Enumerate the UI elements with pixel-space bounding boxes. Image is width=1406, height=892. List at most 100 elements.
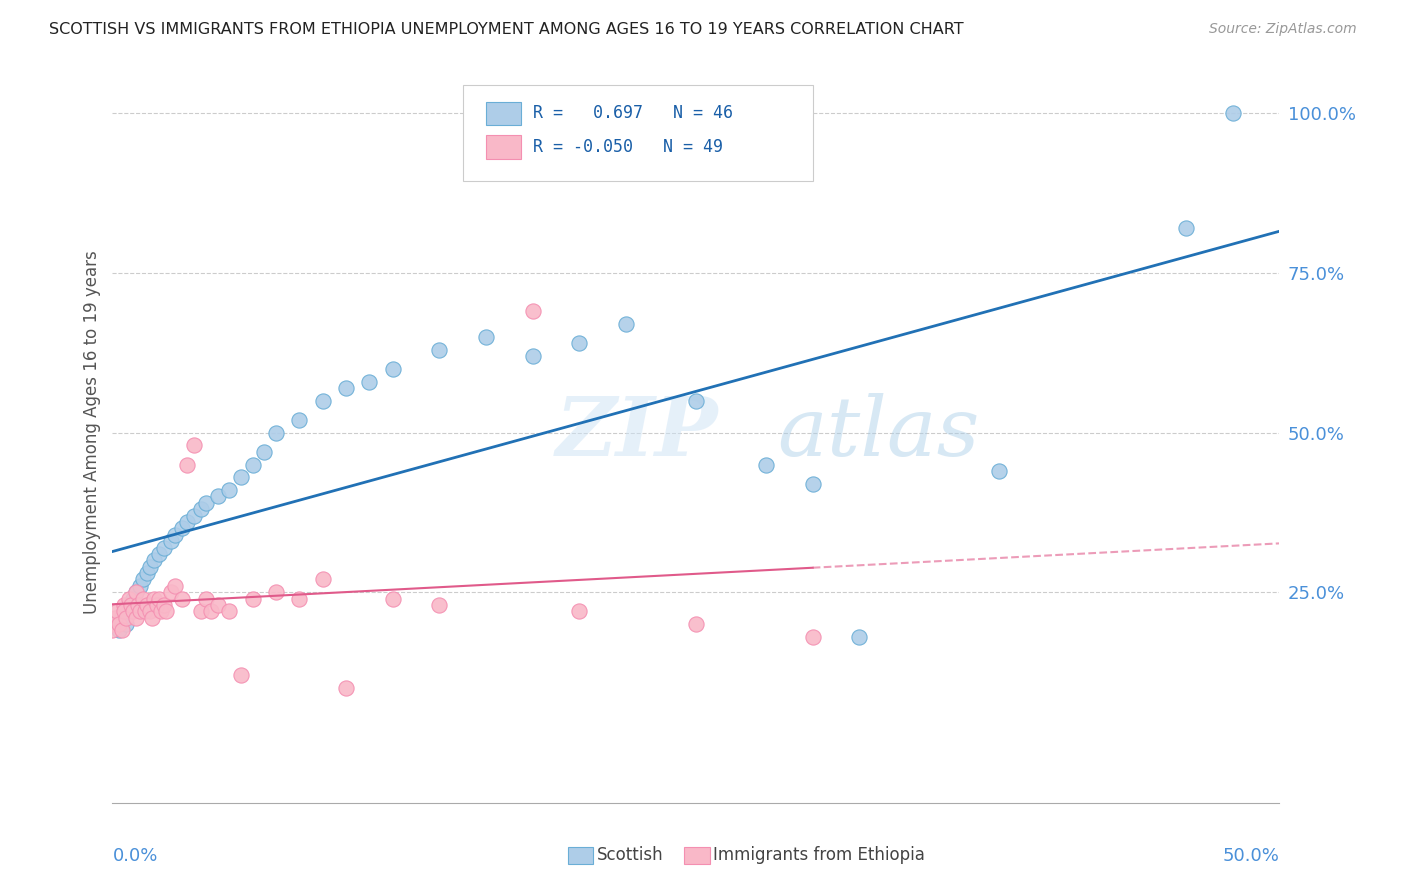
Text: SCOTTISH VS IMMIGRANTS FROM ETHIOPIA UNEMPLOYMENT AMONG AGES 16 TO 19 YEARS CORR: SCOTTISH VS IMMIGRANTS FROM ETHIOPIA UNE… bbox=[49, 22, 965, 37]
Point bbox=[132, 591, 155, 606]
Point bbox=[988, 464, 1011, 478]
Point bbox=[522, 304, 544, 318]
Point bbox=[112, 598, 135, 612]
Point bbox=[1175, 221, 1198, 235]
Point bbox=[311, 393, 333, 408]
Point bbox=[155, 604, 177, 618]
Point bbox=[148, 547, 170, 561]
Text: R = -0.050   N = 49: R = -0.050 N = 49 bbox=[533, 138, 723, 156]
Point bbox=[105, 604, 128, 618]
Point bbox=[242, 591, 264, 606]
Point bbox=[207, 598, 229, 612]
Point bbox=[207, 490, 229, 504]
Point bbox=[427, 598, 450, 612]
Point bbox=[218, 483, 240, 497]
Bar bbox=[685, 847, 710, 863]
FancyBboxPatch shape bbox=[463, 85, 813, 181]
Point bbox=[153, 541, 176, 555]
Text: Immigrants from Ethiopia: Immigrants from Ethiopia bbox=[713, 847, 925, 864]
Point bbox=[190, 502, 212, 516]
Point bbox=[129, 604, 152, 618]
Point bbox=[264, 585, 287, 599]
Point bbox=[335, 681, 357, 695]
Text: 0.0%: 0.0% bbox=[112, 847, 157, 865]
Point bbox=[139, 559, 162, 574]
Point bbox=[475, 330, 498, 344]
Point bbox=[183, 508, 205, 523]
Point bbox=[288, 591, 311, 606]
Text: atlas: atlas bbox=[778, 392, 980, 473]
Point bbox=[122, 604, 145, 618]
Text: Scottish: Scottish bbox=[596, 847, 664, 864]
Point bbox=[105, 617, 128, 632]
Point bbox=[120, 604, 142, 618]
Point bbox=[801, 630, 824, 644]
Point bbox=[165, 579, 187, 593]
Point bbox=[755, 458, 778, 472]
Point bbox=[242, 458, 264, 472]
Point bbox=[143, 591, 166, 606]
Point bbox=[311, 573, 333, 587]
Bar bbox=[568, 847, 593, 863]
Point bbox=[160, 534, 183, 549]
Point bbox=[139, 604, 162, 618]
Point bbox=[111, 624, 134, 638]
Text: Source: ZipAtlas.com: Source: ZipAtlas.com bbox=[1209, 22, 1357, 37]
Point bbox=[685, 617, 707, 632]
Text: 50.0%: 50.0% bbox=[1223, 847, 1279, 865]
Point bbox=[115, 611, 138, 625]
Point bbox=[194, 591, 217, 606]
Text: R =   0.697   N = 46: R = 0.697 N = 46 bbox=[533, 103, 733, 122]
Point bbox=[381, 591, 404, 606]
Point bbox=[801, 476, 824, 491]
Point bbox=[108, 617, 131, 632]
Point bbox=[108, 624, 131, 638]
Point bbox=[132, 573, 155, 587]
Point bbox=[335, 381, 357, 395]
Y-axis label: Unemployment Among Ages 16 to 19 years: Unemployment Among Ages 16 to 19 years bbox=[83, 251, 101, 615]
Point bbox=[427, 343, 450, 357]
Point bbox=[153, 598, 176, 612]
Point bbox=[112, 604, 135, 618]
Point bbox=[125, 611, 148, 625]
Point bbox=[118, 598, 141, 612]
Point bbox=[104, 611, 127, 625]
Point bbox=[522, 349, 544, 363]
Point bbox=[136, 566, 159, 580]
Point bbox=[118, 591, 141, 606]
Point bbox=[172, 521, 194, 535]
Point bbox=[183, 438, 205, 452]
Point bbox=[190, 604, 212, 618]
Point bbox=[253, 444, 276, 458]
Bar bbox=[486, 135, 520, 159]
Point bbox=[146, 598, 169, 612]
Point bbox=[614, 317, 637, 331]
Point bbox=[122, 591, 145, 606]
Point bbox=[101, 624, 124, 638]
Point bbox=[568, 604, 591, 618]
Point bbox=[359, 375, 381, 389]
Point bbox=[848, 630, 870, 644]
Point bbox=[685, 393, 707, 408]
Point bbox=[381, 361, 404, 376]
Point bbox=[125, 585, 148, 599]
Point bbox=[194, 496, 217, 510]
Point bbox=[127, 598, 149, 612]
Point bbox=[111, 611, 134, 625]
Point bbox=[150, 604, 173, 618]
Point bbox=[1222, 106, 1244, 120]
Point bbox=[120, 598, 142, 612]
Point bbox=[172, 591, 194, 606]
Point bbox=[134, 604, 156, 618]
Point bbox=[129, 579, 152, 593]
Point bbox=[165, 527, 187, 541]
Point bbox=[141, 611, 163, 625]
Point bbox=[200, 604, 222, 618]
Point bbox=[264, 425, 287, 440]
Point bbox=[125, 585, 148, 599]
Point bbox=[160, 585, 183, 599]
Point bbox=[136, 598, 159, 612]
Point bbox=[288, 413, 311, 427]
Point bbox=[148, 591, 170, 606]
Bar bbox=[486, 102, 520, 126]
